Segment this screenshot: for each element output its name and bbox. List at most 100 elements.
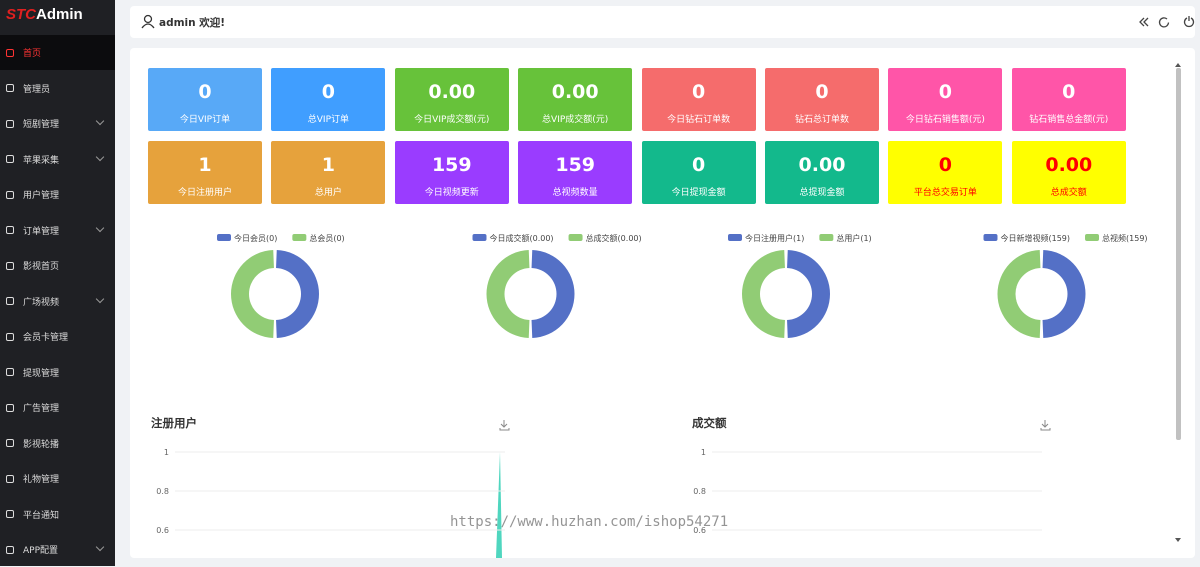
legend-label: 今日新增视频(159) (1001, 233, 1071, 243)
refresh-btn[interactable] (1158, 17, 1170, 28)
donut-segment (531, 250, 575, 338)
menu-item[interactable]: 提现管理 (0, 355, 115, 390)
menu-item[interactable]: 广告管理 (0, 390, 115, 425)
legend-swatch (983, 234, 998, 241)
header: admin 欢迎! (130, 6, 1195, 38)
stat-tile: 1 总用户 (271, 141, 386, 204)
stat-value: 0.00 (428, 81, 476, 103)
stat-label: 总VIP订单 (307, 115, 350, 125)
stat-value: 0 (691, 81, 706, 103)
scrollbar[interactable] (1176, 68, 1181, 440)
stat-label: 今日VIP订单 (179, 115, 231, 125)
legend-label: 今日会员(0) (234, 233, 277, 243)
menu-label: 订单管理 (23, 226, 60, 237)
stat-tile: 159 总视频数量 (518, 141, 633, 204)
stat-value: 0 (938, 81, 952, 103)
legend-label: 今日成交额(0.00) (490, 233, 554, 243)
stat-value: 0 (691, 154, 706, 176)
menu-icon (6, 403, 14, 412)
stat-label: 平台总交易订单 (913, 188, 977, 198)
menu-icon (6, 368, 14, 376)
menu-label: 苹果采集 (23, 155, 60, 166)
legend-swatch (568, 234, 583, 241)
stat-tile: 0 钻石总订单数 (765, 68, 879, 131)
legend-swatch (728, 234, 742, 241)
download-icon[interactable] (1040, 420, 1051, 431)
stat-label: 钻石总订单数 (794, 115, 849, 125)
menu-label: 短剧管理 (23, 120, 60, 130)
menu-icon (6, 190, 14, 199)
stat-label: 今日VIP成交额(元) (414, 115, 490, 125)
stat-value: 0.00 (1045, 154, 1093, 176)
stat-label: 总VIP成交额(元) (542, 115, 609, 125)
stat-label: 今日注册用户 (177, 188, 232, 198)
legend-label: 总成交额(0.00) (586, 233, 642, 243)
menu-item[interactable]: 平台通知 (0, 497, 115, 532)
menu-icon (6, 332, 14, 341)
menu-label: 广告管理 (23, 404, 60, 414)
stat-value: 1 (321, 154, 335, 176)
stat-label: 今日提现金额 (671, 188, 726, 198)
menu-label: 用户管理 (23, 191, 60, 201)
menu-item[interactable]: APP配置 (0, 532, 115, 567)
stat-value: 0.00 (551, 81, 599, 103)
stat-value: 0.00 (798, 154, 846, 176)
menu-icon (6, 545, 14, 554)
chevron (95, 223, 105, 232)
menu-item[interactable]: 短剧管理 (0, 106, 115, 141)
stat-tile: 0 今日提现金额 (641, 141, 756, 204)
chevron (95, 542, 105, 552)
menu-item[interactable]: 影视轮播 (0, 426, 115, 461)
stat-label: 钻石销售总金额(元) (1029, 115, 1109, 125)
stat-value: 0 (938, 154, 952, 176)
menu-icon (6, 84, 14, 92)
stat-label: 总成交额 (1050, 188, 1087, 198)
menu-icon (6, 510, 14, 518)
chevron (95, 116, 105, 126)
stat-tile: 0.00 总VIP成交额(元) (518, 68, 633, 131)
legend-swatch (472, 234, 487, 241)
sidebar: STCAdmin 首页 管理员 短剧管理 苹果采集 用户管理 订单管理 影视首页 广场视频 会员… (0, 0, 115, 566)
menu-label: 平台通知 (23, 510, 60, 521)
menu-icon (6, 297, 14, 305)
area-spike (496, 452, 502, 558)
menu-item[interactable]: 用户管理 (0, 177, 115, 212)
legend-label: 总会员(0) (309, 233, 344, 243)
stat-value: 0 (198, 81, 212, 103)
donut-segment (997, 250, 1041, 338)
legend-label: 总用户(1) (836, 233, 871, 243)
stat-tile: 0 今日VIP订单 (148, 68, 262, 131)
chart-title: 成交额 (692, 416, 727, 430)
menu-label: 首页 (23, 49, 42, 59)
menu-item[interactable]: 订单管理 (0, 213, 115, 248)
menu-icon (6, 48, 14, 57)
header-icons: admin 欢迎! (141, 14, 1195, 29)
menu-item[interactable]: 广场视频 (0, 284, 115, 319)
y-tick-label: 0.6 (156, 526, 169, 535)
chart-title: 注册用户 (151, 416, 197, 430)
donut-segment (741, 250, 785, 338)
collapse-btn[interactable] (1139, 17, 1149, 27)
menu-item[interactable]: 影视首页 (0, 248, 115, 283)
menu-item[interactable]: 首页 (0, 35, 115, 70)
stat-tile: 1 今日注册用户 (148, 141, 262, 204)
download-icon[interactable] (499, 420, 510, 431)
donut-segment (787, 250, 831, 338)
menu-label: 广场视频 (23, 297, 60, 308)
logout-btn[interactable] (1183, 16, 1195, 28)
donut-segment (230, 250, 274, 338)
chevron (95, 152, 105, 161)
content: 今日会员(0) 总会员(0) 今日成交额(0.00) 总成交额(0.00) 今日注册用户… (130, 48, 1195, 558)
stat-tile: 0 今日钻石销售额(元) (888, 68, 1003, 131)
menu-item[interactable]: 会员卡管理 (0, 319, 115, 354)
menu-item[interactable]: 管理员 (0, 71, 115, 106)
stat-label: 今日视频更新 (424, 188, 479, 198)
menu-label: 会员卡管理 (23, 333, 69, 343)
y-tick-label: 0.6 (693, 526, 706, 535)
menu-item[interactable]: 礼物管理 (0, 461, 115, 496)
chevron (95, 294, 105, 303)
menu-item[interactable]: 苹果采集 (0, 142, 115, 177)
donut-segment (276, 250, 320, 338)
menu-label: 管理员 (23, 84, 51, 95)
